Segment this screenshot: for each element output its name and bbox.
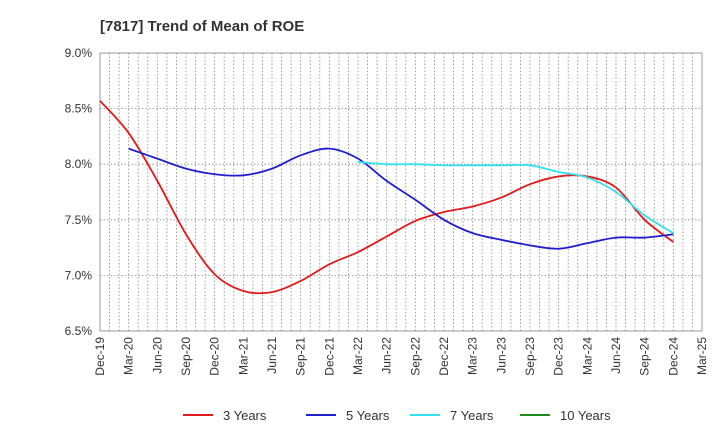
x-tick-label: Dec-22 (437, 337, 451, 376)
legend-label-7-years: 7 Years (450, 408, 494, 423)
grid-lines (100, 53, 702, 331)
x-tick-label: Dec-21 (322, 337, 336, 376)
legend-label-5-years: 5 Years (346, 408, 390, 423)
x-tick-label: Dec-23 (552, 337, 566, 376)
y-tick-label: 9.0% (65, 46, 93, 60)
y-tick-label: 7.5% (65, 213, 93, 227)
x-tick-label: Jun-24 (609, 337, 623, 374)
y-axis: 9.0% 8.5% 8.0% 7.5% 7.0% 6.5% (65, 46, 93, 338)
x-tick-label: Sep-24 (638, 337, 652, 376)
series-line-5-years (128, 147, 674, 250)
x-tick-label: Dec-20 (208, 337, 222, 376)
x-tick-label: Mar-22 (351, 337, 365, 375)
x-tick-label: Jun-21 (265, 337, 279, 374)
legend: 3 Years 5 Years 7 Years 10 Years (183, 408, 611, 423)
x-tick-label: Mar-21 (236, 337, 250, 375)
x-tick-label: Mar-25 (695, 337, 709, 375)
x-tick-label: Sep-22 (408, 337, 422, 376)
x-tick-label: Sep-20 (179, 337, 193, 376)
x-tick-label: Jun-20 (150, 337, 164, 374)
plot-area (99, 52, 703, 332)
plot-border (99, 52, 703, 332)
legend-label-10-years: 10 Years (560, 408, 611, 423)
x-tick-label: Jun-22 (380, 337, 394, 374)
x-axis: Dec-19 Mar-20 Jun-20 Sep-20 Dec-20 Mar-21 Jun-… (93, 337, 709, 376)
series-lines (99, 100, 674, 295)
series-line-7-years (357, 161, 674, 234)
x-tick-label: Sep-21 (294, 337, 308, 376)
x-tick-label: Mar-24 (580, 337, 594, 375)
x-tick-label: Jun-23 (494, 337, 508, 374)
x-tick-label: Mar-23 (466, 337, 480, 375)
y-tick-label: 8.5% (65, 102, 93, 116)
y-tick-label: 8.0% (65, 157, 93, 171)
x-tick-label: Dec-19 (93, 337, 107, 376)
x-tick-label: Dec-24 (666, 337, 680, 376)
legend-label-3-years: 3 Years (223, 408, 267, 423)
x-tick-label: Mar-20 (122, 337, 136, 375)
x-tick-label: Sep-23 (523, 337, 537, 376)
y-tick-label: 7.0% (65, 268, 93, 282)
y-tick-label: 6.5% (65, 324, 93, 338)
chart-title: [7817] Trend of Mean of ROE (100, 18, 304, 35)
